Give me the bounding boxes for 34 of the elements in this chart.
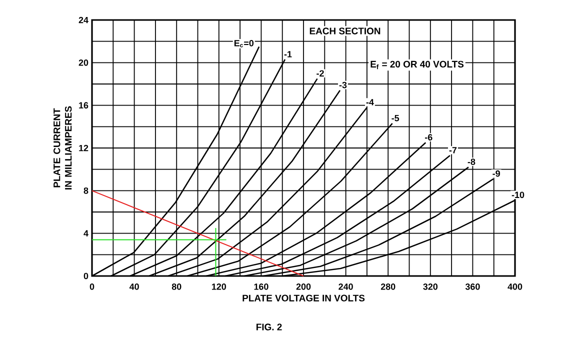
- series-label: -6: [425, 134, 432, 140]
- x-tick-label: 160: [254, 284, 268, 290]
- series-label: -7: [449, 147, 457, 154]
- x-tick-label: 80: [172, 284, 182, 290]
- y-tick-label: 12: [79, 144, 88, 152]
- series-label: -2: [316, 70, 324, 76]
- x-tick-label: 400: [508, 284, 522, 290]
- x-tick-label: 0: [90, 284, 94, 290]
- y-tick-label: 16: [79, 102, 88, 109]
- x-tick-label: 200: [296, 284, 311, 290]
- y-tick-label: 24: [78, 16, 88, 24]
- series-label: -3: [339, 82, 347, 88]
- y-tick-label: 4: [84, 230, 88, 236]
- series-label: -5: [392, 115, 400, 122]
- annotation: EACH SECTION: [310, 28, 380, 34]
- y-tick-label: 20: [78, 59, 88, 66]
- series-label: E$_{c}$=0: [234, 40, 254, 48]
- series-label: -10: [512, 192, 524, 198]
- y-tick-label: 8: [84, 187, 88, 194]
- x-tick-label: 120: [212, 284, 226, 290]
- series-label: -1: [284, 51, 292, 58]
- y-axis-title: PLATE CURRENT IN MILLIAMPERES: [54, 106, 72, 190]
- series-label: -4: [366, 99, 374, 106]
- x-tick-label: 40: [129, 284, 139, 290]
- series-label: -8: [468, 158, 476, 166]
- x-tick-label: 280: [380, 284, 396, 290]
- y-tick-label: 0: [84, 272, 88, 280]
- x-axis-title: PLATE VOLTAGE IN VOLTS: [242, 294, 365, 302]
- x-tick-label: 360: [465, 284, 480, 290]
- caption: FIG. 2: [256, 324, 282, 330]
- annotation: E$_{f}$ = 20 OR 40 VOLTS: [370, 60, 464, 70]
- x-tick-label: 240: [338, 284, 353, 290]
- series-label: -9: [492, 170, 500, 177]
- x-tick-label: 320: [423, 284, 438, 290]
